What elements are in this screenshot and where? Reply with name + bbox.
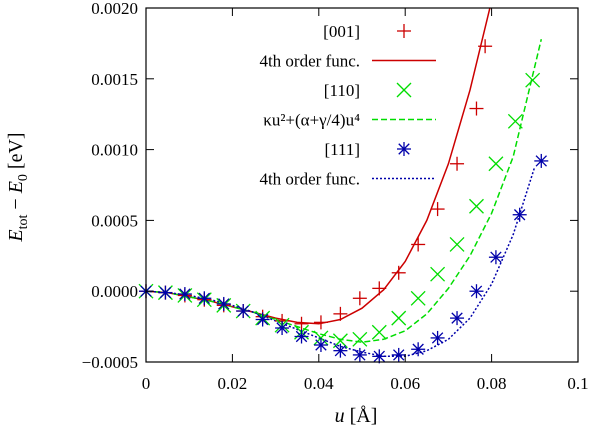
data-point-0 xyxy=(333,306,348,321)
data-point-0 xyxy=(469,101,484,116)
x-tick-label: 0.04 xyxy=(304,374,334,393)
legend-label: [111] xyxy=(324,140,360,159)
data-point-0 xyxy=(450,156,465,171)
legend: [001] 4th order func. [110] κu²+(α+γ/4)u⁴ [1… xyxy=(259,22,436,189)
data-point-0 xyxy=(411,237,426,252)
x-axis-label: u [Å] xyxy=(335,405,378,427)
data-point-2 xyxy=(430,266,446,282)
x-tick-label: 0.08 xyxy=(477,374,507,393)
data-point-0 xyxy=(313,315,328,330)
data-point-4 xyxy=(197,291,212,306)
data-point-0 xyxy=(430,202,445,217)
series-line-1 xyxy=(146,8,491,325)
legend-label: 4th order func. xyxy=(259,170,360,189)
data-point-2 xyxy=(313,330,329,346)
plot-frame xyxy=(145,7,579,363)
y-axis-label-sub0: 0 xyxy=(16,174,31,181)
data-point-4 xyxy=(216,296,231,311)
data-point-4 xyxy=(372,349,387,364)
data-point-4 xyxy=(450,311,465,326)
series-points xyxy=(138,39,549,364)
y-tick-label: 0.0000 xyxy=(91,282,138,301)
y-axis-label-unit: [eV] xyxy=(5,132,27,174)
data-point-2 xyxy=(410,290,426,306)
y-tick-label: 0.0005 xyxy=(91,211,138,230)
data-point-4 xyxy=(275,321,290,336)
data-point-4 xyxy=(294,329,309,344)
legend-label: [001] xyxy=(323,22,360,41)
data-point-4 xyxy=(177,287,192,302)
data-point-2 xyxy=(525,72,541,88)
y-tick-label: 0.0010 xyxy=(91,141,138,160)
data-point-2 xyxy=(391,310,407,326)
x-axis-label-var: u xyxy=(335,405,345,427)
x-tick-label: 0 xyxy=(142,374,151,393)
series-line-3 xyxy=(146,39,543,343)
legend-label: 4th order func. xyxy=(259,52,360,71)
data-point-0 xyxy=(294,316,309,331)
legend-sample-marker xyxy=(397,24,411,38)
data-point-4 xyxy=(430,330,445,345)
y-tick-label: 0.0020 xyxy=(91,0,138,18)
data-point-4 xyxy=(391,347,406,362)
data-point-4 xyxy=(512,207,527,222)
data-point-0 xyxy=(391,265,406,280)
y-axis-label-sub1: tot xyxy=(16,214,31,229)
data-point-2 xyxy=(371,324,387,340)
data-point-0 xyxy=(372,281,387,296)
y-tick-label: 0.0015 xyxy=(91,70,138,89)
data-point-4 xyxy=(488,250,503,265)
data-point-4 xyxy=(333,343,348,358)
x-tick-label: 0.1 xyxy=(567,374,588,393)
data-point-0 xyxy=(352,291,367,306)
legend-label: [110] xyxy=(324,81,360,100)
series-line-5 xyxy=(146,166,536,358)
data-point-4 xyxy=(352,347,367,362)
x-tick-label: 0.06 xyxy=(390,374,420,393)
data-point-4 xyxy=(158,285,173,300)
data-point-2 xyxy=(352,331,368,347)
data-point-2 xyxy=(449,237,465,252)
x-tick-label: 0.02 xyxy=(218,374,248,393)
y-axis-label-minus: − xyxy=(5,193,27,214)
data-point-2 xyxy=(469,198,484,214)
data-point-4 xyxy=(411,342,426,357)
data-point-2 xyxy=(488,156,504,172)
data-point-0 xyxy=(478,39,493,54)
y-axis-label: Etot − E0 [eV] xyxy=(5,132,31,242)
data-point-4 xyxy=(534,153,549,168)
data-point-4 xyxy=(255,312,270,327)
legend-label: κu²+(α+γ/4)u⁴ xyxy=(263,111,360,130)
legend-sample-marker xyxy=(397,142,411,156)
y-axis-label-e1: E xyxy=(5,229,27,242)
axis-ticks xyxy=(145,7,579,363)
y-axis-label-e0: E xyxy=(5,181,27,194)
data-point-4 xyxy=(313,338,328,353)
legend-sample-marker xyxy=(396,82,412,98)
data-point-4 xyxy=(469,284,484,299)
data-point-2 xyxy=(507,113,523,129)
y-tick-label: −0.0005 xyxy=(82,353,138,372)
axis-tick-labels: 0 0.02 0.04 0.06 0.08 0.1 −0.0005 0.0000 0.0005 0… xyxy=(82,0,589,393)
data-point-4 xyxy=(236,304,251,319)
x-axis-label-unit: [Å] xyxy=(350,405,378,427)
